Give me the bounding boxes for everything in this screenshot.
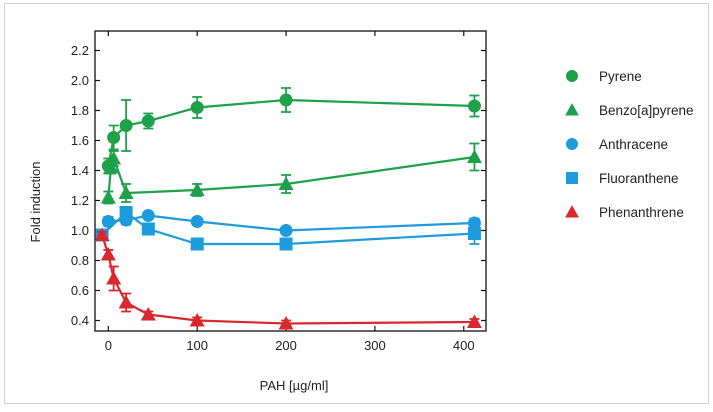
legend-label: Pyrene	[599, 69, 642, 84]
marker-circle	[119, 119, 133, 132]
legend-label: Phenanthrene	[599, 205, 684, 220]
marker-circle	[141, 209, 155, 222]
y-tick-label: 1.0	[71, 223, 89, 238]
legend-item-pyrene: Pyrene	[566, 69, 642, 84]
legend-label: Fluoranthene	[599, 171, 679, 186]
marker-square	[190, 237, 204, 251]
marker-triangle	[140, 307, 156, 321]
y-tick-label: 0.6	[71, 283, 89, 298]
marker-circle	[190, 215, 204, 228]
y-tick-label: 2.0	[71, 73, 89, 88]
legend-item-phenanthrene: Phenanthrene	[565, 205, 684, 220]
marker-triangle	[100, 190, 116, 204]
y-tick-label: 1.8	[71, 103, 89, 118]
marker-triangle	[278, 176, 294, 190]
series-line	[107, 98, 475, 167]
y-tick-label: 2.2	[71, 43, 89, 58]
marker-circle	[279, 224, 293, 237]
legend: Pyrene Benzo[a]pyrene Anthracene Fluoranthe…	[565, 69, 694, 220]
marker-triangle	[565, 103, 579, 116]
x-tick-label: 0	[105, 338, 112, 353]
marker-circle	[566, 138, 578, 150]
axes: 0.4 0.6 0.8 1.0 1.2 1.4 1.6 1.8 2.0 2.2 0 100 200 300…	[71, 30, 487, 353]
chart-frame: 0.4 0.6 0.8 1.0 1.2 1.4 1.6 1.8 2.0 2.2 0 100 200 300…	[4, 3, 709, 404]
marker-circle	[279, 93, 293, 107]
y-tick-label: 1.6	[71, 133, 89, 148]
legend-item-anthracene: Anthracene	[566, 137, 668, 152]
marker-circle	[566, 70, 578, 82]
y-tick-label: 1.4	[71, 163, 89, 178]
series-benzo-a-pyrene	[100, 142, 482, 205]
x-tick-label: 300	[364, 338, 386, 353]
marker-triangle	[565, 205, 579, 218]
marker-triangle	[466, 149, 482, 163]
y-tick-label: 0.8	[71, 253, 89, 268]
y-tick-label: 1.2	[71, 193, 89, 208]
marker-triangle	[118, 295, 134, 309]
marker-square	[141, 222, 155, 236]
x-tick-label: 400	[453, 338, 475, 353]
marker-triangle	[106, 271, 122, 285]
series-line	[107, 154, 475, 198]
plot-area-border	[94, 30, 487, 332]
marker-triangle	[466, 314, 482, 328]
marker-square	[119, 206, 133, 219]
plot-series	[94, 87, 482, 330]
x-axis-title: PAH [µg/ml]	[260, 378, 329, 393]
y-tick-label: 0.4	[71, 313, 89, 328]
marker-triangle	[94, 227, 110, 241]
series-phenanthrene	[94, 227, 482, 330]
series-anthracene	[101, 209, 481, 237]
marker-circle	[107, 131, 121, 144]
marker-circle	[190, 101, 204, 114]
marker-square	[566, 172, 578, 184]
marker-triangle	[278, 316, 294, 330]
x-tick-label: 100	[186, 338, 208, 353]
legend-item-fluoranthene: Fluoranthene	[566, 171, 679, 186]
legend-label: Anthracene	[599, 137, 668, 152]
x-tick-label: 200	[275, 338, 297, 353]
marker-triangle	[189, 313, 205, 327]
marker-square	[279, 237, 293, 251]
marker-triangle	[189, 182, 205, 196]
marker-triangle	[100, 247, 116, 261]
marker-circle	[467, 99, 481, 113]
series-pyrene	[101, 87, 481, 175]
marker-triangle	[118, 185, 134, 199]
y-axis-title: Fold induction	[28, 162, 43, 243]
marker-triangle	[106, 151, 122, 165]
chart-svg: 0.4 0.6 0.8 1.0 1.2 1.4 1.6 1.8 2.0 2.2 0 100 200 300…	[28, 30, 694, 393]
marker-circle	[141, 114, 155, 128]
legend-label: Benzo[a]pyrene	[599, 103, 694, 118]
legend-item-benzo-a-pyrene: Benzo[a]pyrene	[565, 103, 694, 118]
marker-square	[467, 227, 481, 240]
